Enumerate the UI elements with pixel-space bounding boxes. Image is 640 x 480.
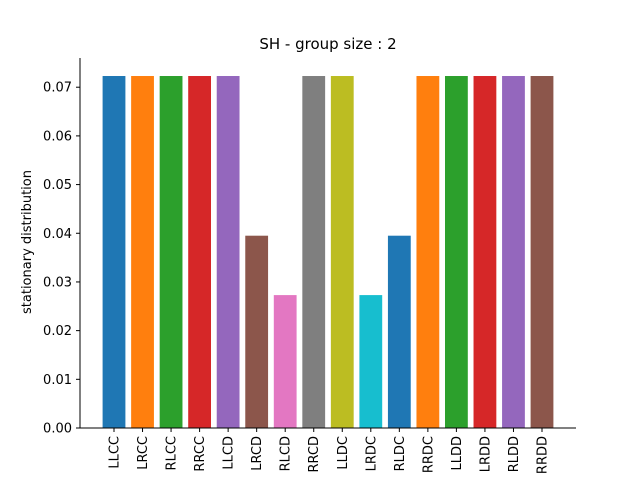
y-tick-label: 0.01 [43,373,72,388]
y-tick-label: 0.04 [43,227,72,242]
bar-rrdc [416,76,440,428]
x-tick-label: RRDC [421,436,436,473]
x-tick-label: RRCD [307,436,322,473]
x-tick-label: LLCC [108,436,123,469]
x-tick-label: RLDC [393,436,408,471]
x-tick-label: RLDD [507,436,522,472]
bar-rrcc [188,76,211,428]
bar-lrdd [473,76,497,428]
y-axis-label: stationary distribution [20,170,35,314]
bar-lrcc [131,76,154,428]
bar-lldd [445,76,468,428]
bar-llcc [102,76,126,428]
y-tick-label: 0.03 [43,275,72,290]
bars-group [102,76,554,428]
y-axis-ticks: 0.00 0.01 0.02 0.03 0.04 0.05 0.06 0.07 [43,81,80,437]
y-tick-label: 0.05 [43,178,72,193]
x-tick-label: RRDD [536,436,551,474]
bar-rrdd [530,76,554,428]
x-tick-label: RRCC [193,436,208,472]
y-tick-label: 0.07 [43,81,72,96]
bar-llcd [216,76,240,428]
x-axis-ticks: LLCC LRCC RLCC RRCC LLCD LRCD RLCD RRCD LLDC LRDC… [108,428,551,474]
x-tick-label: LRDC [364,436,379,471]
bar-rrcd [302,76,326,428]
bar-lldc [330,76,354,428]
x-tick-label: RLCD [279,436,294,471]
y-tick-label: 0.06 [43,129,72,144]
y-tick-label: 0.02 [43,324,72,339]
bar-lrcd [245,235,269,428]
x-tick-label: LLCD [222,436,237,470]
x-tick-label: LLDD [450,436,465,471]
bar-rldd [502,76,525,428]
bar-rlcd [273,295,297,428]
bar-rldc [387,235,411,428]
x-tick-label: LRCC [136,436,151,470]
x-tick-label: LRDD [478,436,493,472]
bar-lrdc [359,295,383,428]
x-tick-label: LLDC [336,436,351,470]
x-tick-label: RLCC [165,436,180,470]
x-tick-label: LRCD [250,436,265,471]
bar-rlcc [159,76,183,428]
chart-title: SH - group size : 2 [259,35,396,53]
y-tick-label: 0.00 [43,422,72,437]
